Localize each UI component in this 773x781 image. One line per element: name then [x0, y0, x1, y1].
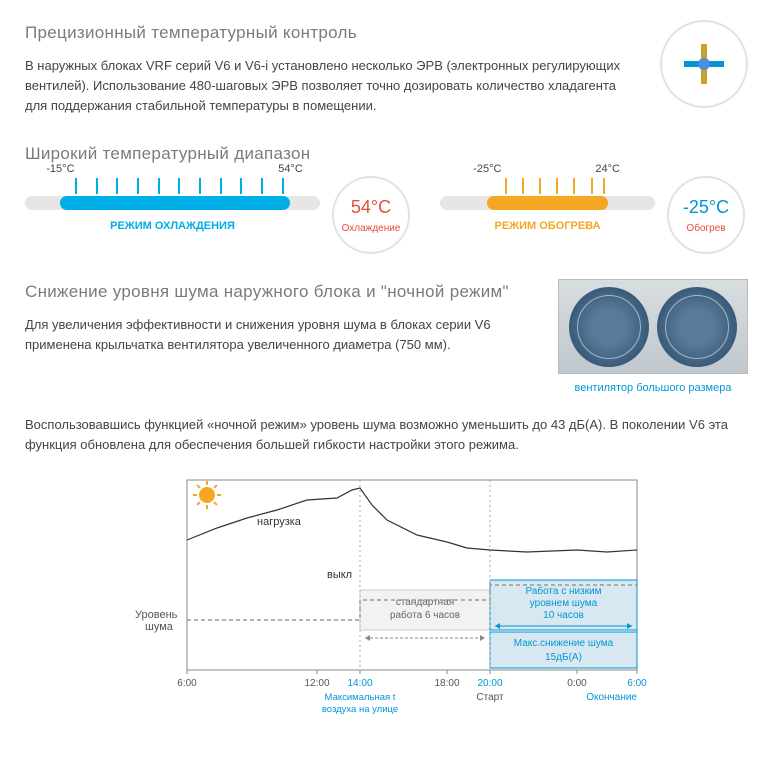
fan-photo: [558, 279, 748, 374]
svg-text:Окончание: Окончание: [586, 692, 637, 703]
svg-text:12:00: 12:00: [304, 678, 329, 689]
fan-icon: [657, 287, 737, 367]
svg-text:Максимальная t: Максимальная t: [324, 692, 395, 703]
temperature-range-section: Широкий температурный диапазон -15°C 54°…: [25, 141, 748, 255]
svg-text:Уровень: Уровень: [135, 609, 178, 621]
fan-icon: [569, 287, 649, 367]
svg-text:стандартная: стандартная: [395, 597, 453, 608]
heating-low-label: -25°C: [473, 161, 501, 178]
svg-text:шума: шума: [145, 621, 174, 633]
svg-text:работа 6 часов: работа 6 часов: [389, 609, 459, 621]
svg-text:Старт: Старт: [476, 692, 504, 703]
cooling-badge-sub: Охлаждение: [342, 221, 401, 236]
svg-text:15дБ(А): 15дБ(А): [545, 652, 582, 663]
svg-text:14:00: 14:00: [347, 678, 372, 689]
section-body: Для увеличения эффективности и снижения …: [25, 315, 538, 355]
cooling-thermometer: -15°C 54°C РЕЖИМ ОХЛАЖДЕНИЯ: [25, 196, 320, 235]
noise-reduction-section: Снижение уровня шума наружного блока и "…: [25, 279, 748, 735]
cooling-badge-temp: 54°C: [351, 194, 391, 221]
heating-high-label: 24°C: [595, 161, 620, 178]
svg-text:Работа с низким: Работа с низким: [525, 585, 601, 597]
heating-thermometer-block: -25°C 24°C РЕЖИМ ОБОГРЕВА -25°C Обогрев: [440, 176, 745, 254]
svg-text:10 часов: 10 часов: [543, 610, 584, 621]
precision-control-section: Прецизионный температурный контроль В на…: [25, 20, 748, 116]
svg-text:18:00: 18:00: [434, 678, 459, 689]
section-title: Снижение уровня шума наружного блока и "…: [25, 279, 538, 305]
cooling-high-label: 54°C: [278, 161, 303, 178]
svg-text:выкл: выкл: [327, 569, 352, 581]
heating-badge: -25°C Обогрев: [667, 176, 745, 254]
svg-text:нагрузка: нагрузка: [257, 516, 302, 528]
cooling-badge: 54°C Охлаждение: [332, 176, 410, 254]
heating-mode-label: РЕЖИМ ОБОГРЕВА: [440, 218, 655, 235]
svg-text:6:00: 6:00: [177, 678, 197, 689]
cooling-low-label: -15°C: [46, 161, 74, 178]
svg-text:уровнем шума: уровнем шума: [529, 598, 597, 609]
section-title: Прецизионный температурный контроль: [25, 20, 640, 46]
fan-caption: вентилятор большого размера: [558, 380, 748, 397]
svg-text:6:00: 6:00: [627, 678, 647, 689]
section-body-2: Воспользовавшись функцией «ночной режим»…: [25, 415, 748, 455]
svg-text:0:00: 0:00: [567, 678, 587, 689]
night-mode-chart: стандартнаяработа 6 часов Работа с низким…: [127, 470, 647, 736]
erv-valve-icon: [660, 20, 748, 108]
section-title: Широкий температурный диапазон: [25, 141, 748, 167]
cooling-thermometer-block: -15°C 54°C РЕЖИМ ОХЛАЖДЕНИЯ 54°C Охлажде…: [25, 176, 410, 254]
section-body: В наружных блоках VRF серий V6 и V6-i ус…: [25, 56, 640, 116]
svg-text:20:00: 20:00: [477, 678, 502, 689]
heating-thermometer: -25°C 24°C РЕЖИМ ОБОГРЕВА: [440, 196, 655, 235]
cooling-fill: [60, 196, 290, 210]
cooling-mode-label: РЕЖИМ ОХЛАЖДЕНИЯ: [25, 218, 320, 235]
heating-fill: [487, 196, 607, 210]
heating-badge-sub: Обогрев: [686, 221, 725, 236]
svg-text:воздуха на улице: воздуха на улице: [321, 704, 397, 715]
heating-badge-temp: -25°C: [683, 194, 729, 221]
svg-text:Макс.снижение шума: Макс.снижение шума: [513, 638, 613, 649]
